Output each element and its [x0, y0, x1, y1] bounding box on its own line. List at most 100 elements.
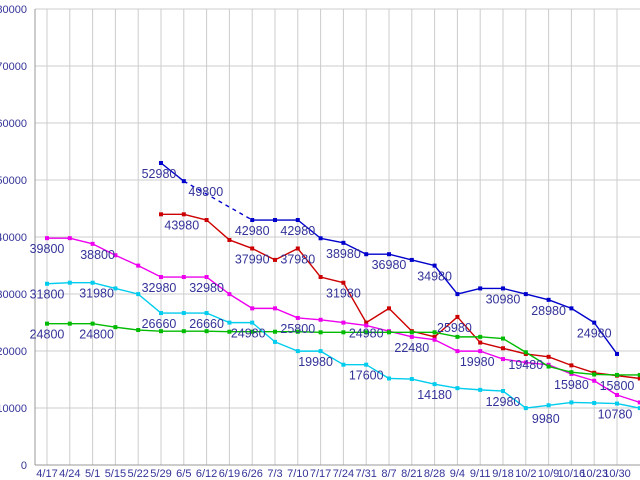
series-green-marker	[159, 329, 163, 334]
series-red-segment	[548, 356, 572, 367]
series-green-marker	[637, 372, 640, 377]
series-magenta-segment	[206, 276, 230, 295]
series-cyan-segment	[548, 401, 572, 406]
series-blue-segment	[388, 253, 412, 261]
series-magenta-marker	[318, 317, 323, 322]
series-red-segment	[365, 307, 390, 324]
data-point-label: 9980	[532, 412, 560, 426]
series-cyan-marker	[569, 400, 574, 405]
series-green-marker	[569, 370, 574, 375]
data-point-label: 37990	[235, 252, 270, 266]
series-blue-marker	[501, 286, 505, 291]
series-red-marker	[159, 212, 163, 217]
series-red-segment	[297, 248, 322, 278]
data-point-label: 32980	[142, 281, 177, 295]
series-red-segment	[229, 239, 253, 250]
series-cyan-marker	[67, 280, 72, 285]
series-cyan-marker	[90, 280, 95, 285]
y-tick-label: 20000	[0, 346, 27, 358]
series-blue-marker	[364, 252, 369, 257]
data-point-label: 28980	[531, 304, 566, 318]
data-point-label: 30980	[486, 292, 521, 306]
series-magenta-marker	[181, 275, 186, 280]
data-point-label: 14180	[417, 388, 452, 402]
data-point-label: 25980	[437, 321, 472, 335]
series-green-marker	[227, 329, 232, 334]
data-point-label: 15980	[554, 378, 589, 392]
series-blue-segment	[457, 287, 481, 295]
series-cyan-segment	[457, 387, 481, 391]
series-magenta-segment	[434, 339, 458, 352]
series-magenta-segment	[274, 307, 299, 319]
series-cyan-marker	[637, 406, 640, 411]
series-cyan-marker	[159, 311, 163, 316]
series-green-marker	[113, 325, 118, 330]
series-blue-marker	[546, 297, 551, 302]
series-blue-marker	[250, 218, 255, 223]
series-cyan-segment	[274, 341, 299, 352]
series-cyan-segment	[411, 378, 435, 385]
series-green-marker	[592, 372, 597, 377]
x-tick-label: 7/31	[355, 468, 376, 480]
series-blue-marker	[159, 161, 163, 166]
series-green-marker	[523, 350, 528, 355]
series-magenta-marker	[455, 349, 460, 354]
series-cyan-segment	[365, 364, 390, 380]
series-cyan-marker	[546, 403, 551, 408]
data-point-label: 19480	[508, 358, 543, 372]
series-cyan-segment	[320, 350, 344, 366]
series-green-segment	[571, 371, 595, 376]
series-cyan-segment	[502, 390, 527, 409]
data-point-label: 38800	[80, 248, 115, 262]
series-magenta-segment	[366, 324, 390, 332]
x-tick-label: 9/18	[492, 468, 513, 480]
series-cyan-marker	[615, 401, 619, 406]
data-point-label: 52980	[142, 167, 177, 181]
data-point-label: 31980	[79, 287, 114, 301]
series-green-segment	[297, 331, 321, 334]
series-green-marker	[90, 321, 95, 326]
data-point-label: 34980	[417, 270, 452, 284]
series-red-marker	[569, 363, 574, 368]
y-tick-label: 60000	[0, 118, 27, 130]
series-blue-marker	[409, 257, 414, 262]
series-blue-marker	[273, 218, 277, 223]
y-tick-label: 50000	[0, 175, 27, 187]
series-blue-segment	[411, 259, 435, 267]
series-cyan-marker	[273, 339, 277, 344]
series-red-marker	[478, 340, 483, 345]
series-red-marker	[227, 237, 232, 242]
series-green-marker	[387, 330, 391, 335]
series-red-segment	[183, 213, 207, 221]
series-blue-segment	[571, 307, 595, 324]
series-green-segment	[138, 329, 162, 332]
series-magenta-marker	[45, 236, 49, 241]
series-cyan-segment	[137, 293, 162, 314]
x-tick-label: 5/15	[105, 468, 126, 480]
series-green-marker	[615, 372, 619, 377]
series-blue-marker	[592, 320, 597, 325]
series-cyan-marker	[341, 362, 346, 367]
series-magenta-segment	[229, 293, 253, 309]
data-point-label: 22480	[394, 341, 429, 355]
data-point-label: 24980	[349, 327, 384, 341]
series-green-marker	[478, 334, 483, 339]
series-magenta-marker	[637, 400, 640, 405]
series-magenta-marker	[364, 323, 369, 328]
series-magenta-marker	[113, 253, 118, 258]
series-blue-marker	[569, 306, 574, 311]
series-magenta-marker	[341, 320, 346, 325]
series-red-segment	[616, 374, 640, 380]
y-tick-label: 10000	[0, 403, 27, 415]
series-cyan-segment	[251, 322, 276, 343]
data-point-label: 15800	[600, 379, 635, 393]
series-red-segment	[480, 341, 504, 349]
series-magenta-marker	[273, 306, 277, 311]
series-blue-marker	[318, 236, 323, 241]
series-green-marker	[546, 364, 551, 369]
series-magenta-segment	[115, 254, 139, 267]
series-cyan-segment	[388, 377, 412, 380]
series-cyan-marker	[136, 292, 141, 297]
series-magenta-segment	[69, 237, 93, 245]
